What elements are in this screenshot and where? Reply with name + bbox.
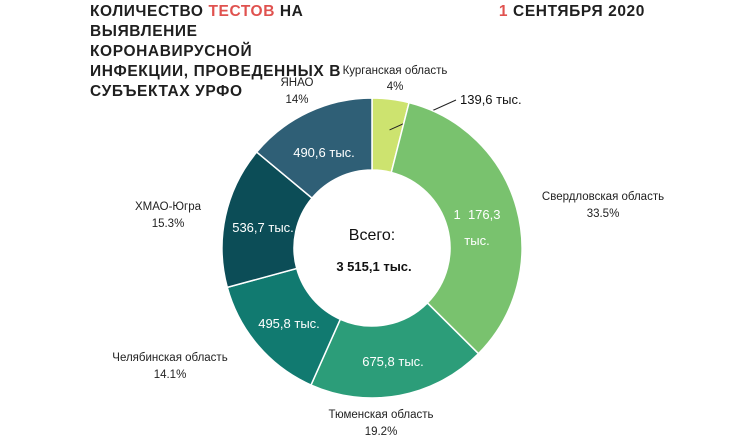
slice-percent-label: 14.1% [154,369,187,381]
date-rest: СЕНТЯБРЯ 2020 [508,3,645,20]
donut-slice [310,301,480,399]
title-part1: КОЛИЧЕСТВО [90,3,209,20]
slice-percent-label: 4% [387,81,404,93]
slice-percent-label: 33.5% [587,208,620,220]
slice-name-label: Курганская область [343,65,448,77]
slice-value-label: 1 176,3 [454,207,501,222]
date-number: 1 [498,3,509,20]
slice-value-label: 536,7 тыс. [232,220,294,235]
total-value: 3 515,1 тыс. [336,259,411,274]
slice-value-label: 675,8 тыс. [362,354,424,369]
title-part2: НА ВЫЯВЛЕНИЕ КОРОНАВИРУСНОЙ ИНФЕКЦИИ, ПР… [90,3,342,100]
title-highlight: ТЕСТОВ [208,3,275,20]
slice-percent-label: 14% [285,94,308,106]
slice-name-label: Свердловская область [542,191,664,203]
slice-name-label: Челябинская область [112,352,227,364]
slice-percent-label: 19.2% [365,426,398,438]
slice-value-unit: тыс. [464,233,489,248]
total-caption: Всего: [349,227,395,244]
slice-value-label: 490,6 тыс. [293,145,355,160]
donut-slice [390,101,523,355]
slice-name-label: Тюменская область [328,409,433,421]
chart-title: КОЛИЧЕСТВО ТЕСТОВ НА ВЫЯВЛЕНИЕ КОРОНАВИР… [90,2,350,102]
donut-slice [255,97,373,200]
slice-value-label: 495,8 тыс. [258,316,320,331]
slice-value-label: 139,6 тыс. [460,92,522,107]
slice-name-label: ЯНАО [281,77,314,89]
chart-date: 1 СЕНТЯБРЯ 2020 [499,2,645,22]
slice-percent-label: 15.3% [152,218,185,230]
slice-name-label: ХМАО-Югра [135,201,202,213]
